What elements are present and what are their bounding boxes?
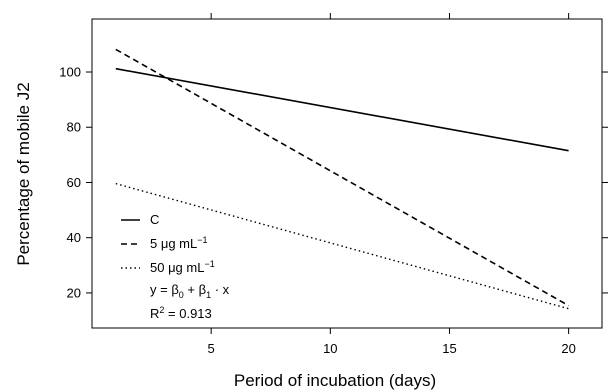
legend-label-5ug: 5 μg mL−1: [150, 235, 208, 251]
legend-label-c: C: [150, 212, 159, 227]
y-tick-label-100: 100: [59, 65, 81, 80]
y-axis-title: Percentage of mobile J2: [14, 82, 33, 265]
x-axis-title: Period of incubation (days): [234, 371, 436, 390]
legend-label-5ug-sup: −1: [197, 235, 207, 245]
y-tick-label-80: 80: [67, 120, 81, 135]
legend-model-lhs: y = β: [150, 282, 179, 297]
series-line-50ug: [115, 182, 569, 310]
legend-r2: R2 = 0.913: [150, 305, 212, 321]
series-line-c: [115, 67, 569, 152]
x-tick-label-5: 5: [208, 341, 215, 356]
plot-frame: [91, 18, 603, 329]
legend-r2-sup: 2: [159, 305, 164, 315]
legend-label-5ug-main: 5 μg mL: [150, 236, 197, 251]
legend-model-rhs: · x: [211, 282, 230, 297]
legend-r2-label: R: [150, 306, 159, 321]
legend-model-sub1: 1: [206, 290, 211, 300]
legend: C 5 μg mL−1 50 μg mL−1 y = β0 + β1 · x R…: [121, 212, 230, 321]
legend-model-sub0: 0: [179, 290, 184, 300]
legend-r2-value: = 0.913: [164, 306, 211, 321]
y-tick-label-40: 40: [67, 230, 81, 245]
series-layer: [115, 48, 569, 310]
legend-label-50ug-sup: −1: [204, 259, 214, 269]
legend-label-50ug-main: 50 μg mL: [150, 260, 204, 275]
legend-model-mid: + β: [184, 282, 206, 297]
x-tick-label-10: 10: [323, 341, 337, 356]
legend-label-50ug: 50 μg mL−1: [150, 259, 215, 275]
legend-model-equation: y = β0 + β1 · x: [150, 282, 230, 300]
y-tick-label-60: 60: [67, 175, 81, 190]
y-tick-label-20: 20: [67, 285, 81, 300]
series-line-5ug: [115, 48, 569, 307]
x-tick-label-20: 20: [561, 341, 575, 356]
x-tick-label-15: 15: [442, 341, 456, 356]
